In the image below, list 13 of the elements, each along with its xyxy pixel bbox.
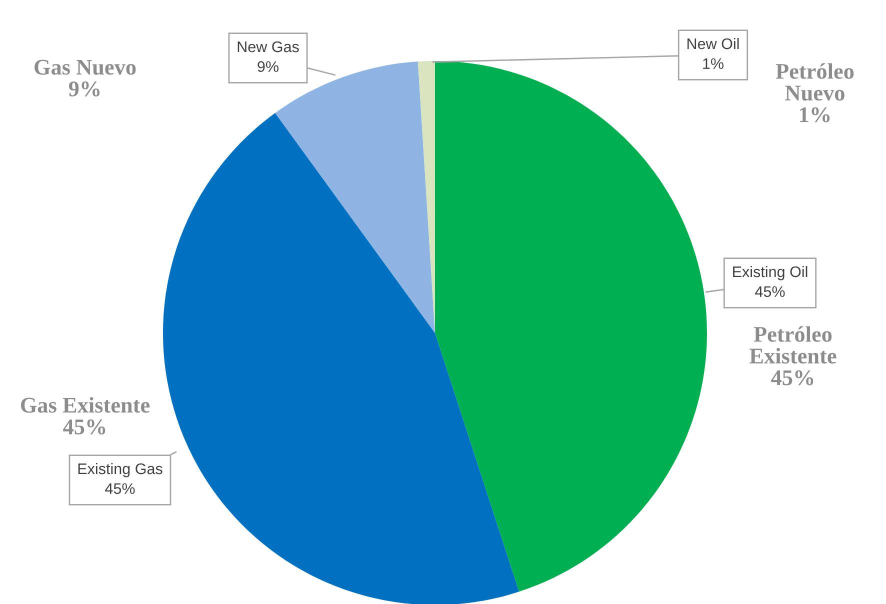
slice-label: Existing Oil bbox=[733, 266, 808, 280]
text: Gas Nuevo 9% bbox=[34, 60, 136, 96]
text: Gas Existente 45% bbox=[20, 397, 150, 434]
data-label: 9% bbox=[258, 61, 278, 72]
data-label: 45% bbox=[755, 286, 785, 297]
text: Petróleo Existente 45% bbox=[750, 326, 836, 386]
slice-label: Existing Gas bbox=[78, 462, 162, 478]
pie-slice bbox=[163, 112, 520, 604]
slice-label: New Gas bbox=[238, 41, 299, 52]
slice-label: New Oil bbox=[688, 38, 739, 50]
data-label: 1% bbox=[703, 58, 724, 69]
data-label: 45% bbox=[105, 483, 135, 494]
text: Petróleo Nuevo 1% bbox=[776, 63, 854, 122]
